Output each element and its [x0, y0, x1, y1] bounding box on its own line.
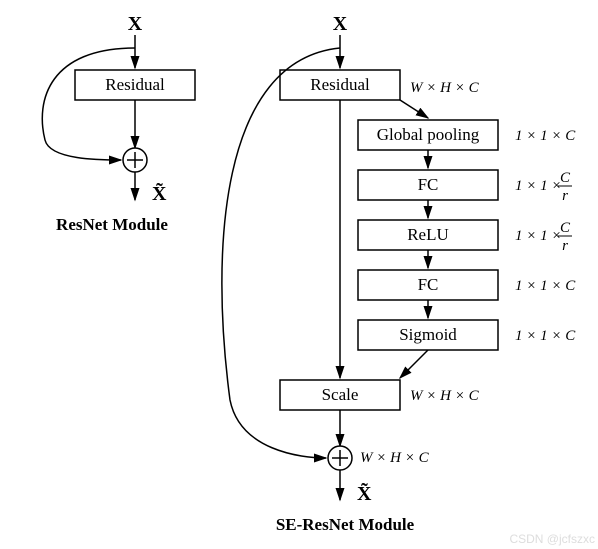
svg-text:C: C [560, 170, 571, 186]
relu-label: ReLU [407, 225, 449, 244]
resnet-module: X Residual X̃ ResNet Module [42, 13, 195, 234]
resnet-input-label: X [128, 13, 143, 35]
resnet-residual-label: Residual [105, 75, 165, 94]
fc2-label: FC [418, 275, 439, 294]
dim-sigmoid: 1 × 1 × C [515, 328, 576, 344]
arrow-residual-pool [400, 100, 428, 118]
svg-text:r: r [562, 188, 568, 204]
svg-text:1 × 1 ×: 1 × 1 × [515, 178, 562, 194]
dim-sum: W × H × C [360, 450, 430, 466]
dim-residual: W × H × C [410, 80, 480, 96]
sigmoid-label: Sigmoid [399, 325, 457, 344]
scale-label: Scale [322, 385, 359, 404]
dim-fc1: 1 × 1 × C r [515, 170, 572, 204]
resnet-title: ResNet Module [56, 215, 168, 234]
fc1-label: FC [418, 175, 439, 194]
pool-label: Global pooling [377, 125, 480, 144]
se-output-label: X̃ [357, 482, 372, 505]
svg-text:1 × 1 ×: 1 × 1 × [515, 228, 562, 244]
se-resnet-module: X Residual W × H × C Global pooling 1 × … [222, 13, 576, 534]
dim-pool: 1 × 1 × C [515, 128, 576, 144]
resnet-output-label: X̃ [152, 182, 167, 205]
dim-scale: W × H × C [410, 388, 480, 404]
se-residual-label: Residual [310, 75, 370, 94]
se-title: SE-ResNet Module [276, 515, 415, 534]
se-input-label: X [333, 13, 348, 35]
dim-fc2: 1 × 1 × C [515, 278, 576, 294]
arrow-sigmoid-scale [400, 350, 428, 378]
watermark: CSDN @jcfszxc [509, 532, 595, 546]
svg-text:C: C [560, 220, 571, 236]
svg-text:r: r [562, 238, 568, 254]
dim-relu: 1 × 1 × C r [515, 220, 572, 254]
skip-arc-left [42, 48, 135, 160]
